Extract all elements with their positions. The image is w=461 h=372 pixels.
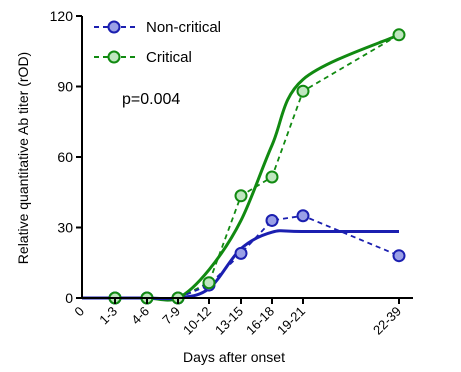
data-point-non-critical xyxy=(392,249,406,263)
x-axis-title: Days after onset xyxy=(183,349,285,365)
x-tick-label: 0 xyxy=(71,304,87,320)
fit-curves xyxy=(81,33,400,302)
data-point-critical xyxy=(234,189,248,203)
fit-curve-critical xyxy=(81,33,400,302)
y-axis-title: Relative quantitative Ab titer (rOD) xyxy=(15,52,31,264)
y-tick-label: 30 xyxy=(57,220,73,236)
y-tick-label: 120 xyxy=(50,8,74,24)
data-point-non-critical xyxy=(265,213,279,227)
x-tick-label: 16-18 xyxy=(243,304,277,338)
x-tick-label: 22-39 xyxy=(370,304,404,338)
series-line-critical xyxy=(115,34,400,299)
x-tick-label: 7-9 xyxy=(159,304,183,328)
data-point-critical xyxy=(202,276,216,290)
p-value-annotation: p=0.004 xyxy=(122,91,180,108)
data-point-critical xyxy=(392,28,406,42)
data-point-critical xyxy=(296,84,310,98)
x-tick-label: 13-15 xyxy=(212,304,246,338)
y-ticks: 0 30 60 90 120 xyxy=(50,8,82,306)
data-points xyxy=(108,28,406,305)
fit-curve-non-critical xyxy=(81,229,400,301)
legend-item-critical: Critical xyxy=(94,49,192,66)
legend-label-non-critical: Non-critical xyxy=(146,19,221,36)
x-tick-label: 19-21 xyxy=(274,304,308,338)
x-tick-label: 10-12 xyxy=(180,304,214,338)
x-tick-label: 1-3 xyxy=(96,304,120,328)
series-line-non-critical xyxy=(115,214,400,299)
x-tick-label: 4-6 xyxy=(128,304,152,328)
legend-label-critical: Critical xyxy=(146,49,192,66)
y-tick-label: 0 xyxy=(65,290,73,306)
y-tick-label: 60 xyxy=(57,149,73,165)
series-lines xyxy=(115,34,400,299)
data-point-non-critical xyxy=(296,209,310,223)
legend-item-non-critical: Non-critical xyxy=(94,19,221,36)
data-point-critical xyxy=(265,170,279,184)
legend: Non-critical Critical xyxy=(94,19,221,66)
data-point-non-critical xyxy=(234,246,248,260)
y-tick-label: 90 xyxy=(57,79,73,95)
